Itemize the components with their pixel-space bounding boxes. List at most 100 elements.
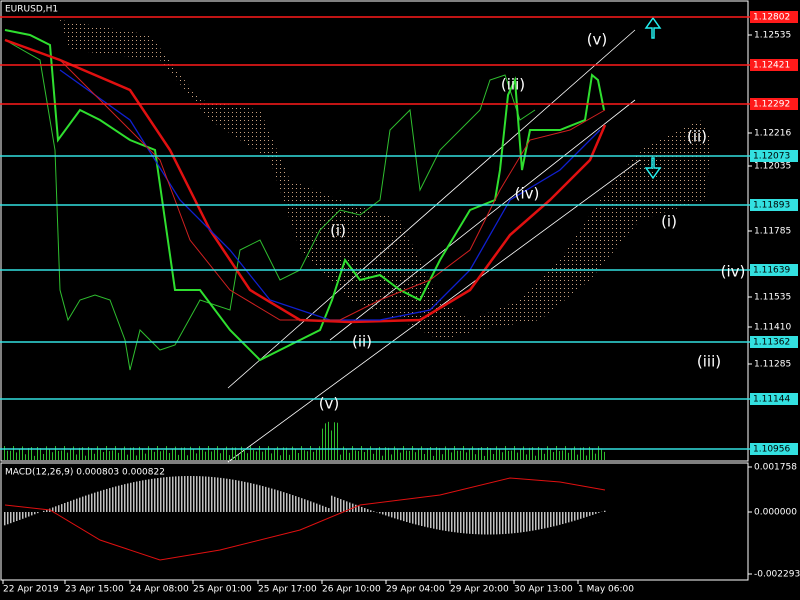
macd-bar [592, 512, 594, 515]
macd-bar [562, 512, 564, 525]
volume-bar [73, 446, 74, 460]
macd-bar [262, 486, 264, 512]
macd-bar [16, 512, 18, 521]
volume-bar [112, 450, 113, 460]
volume-bar [598, 446, 599, 460]
macd-bar [472, 512, 474, 535]
volume-bar [274, 448, 275, 460]
volume-bar [379, 446, 380, 460]
level-box [750, 199, 798, 211]
macd-bar [283, 492, 285, 512]
volume-bar [34, 455, 35, 460]
volume-bar [451, 452, 452, 460]
macd-bar [514, 512, 516, 534]
volume-bar [574, 446, 575, 460]
volume-bar [559, 451, 560, 460]
volume-bar [136, 455, 137, 460]
time-label: 1 May 06:00 [578, 585, 634, 595]
macd-bar [424, 512, 426, 527]
macd-bar [316, 503, 318, 512]
macd-bar [475, 512, 477, 535]
ichimoku-cloud [60, 20, 712, 340]
volume-bar [421, 446, 422, 460]
macd-bar [67, 501, 69, 512]
macd-bar [199, 476, 201, 512]
volume-bar [190, 446, 191, 460]
macd-bar [139, 480, 141, 512]
wave-label: (i) [661, 213, 677, 231]
macd-bar [460, 512, 462, 533]
volume-bar [580, 447, 581, 460]
volume-bar [223, 448, 224, 460]
volume-bar [259, 446, 260, 460]
macd-bar [532, 512, 534, 531]
macd-bar [346, 501, 348, 512]
volume-bar [109, 451, 110, 460]
volume-bar [79, 447, 80, 460]
volume-bar [160, 451, 161, 460]
volume-bar [490, 448, 491, 460]
macd-bar [76, 498, 78, 512]
macd-bar [214, 477, 216, 512]
volume-bar [193, 448, 194, 460]
volume-bar [328, 421, 329, 460]
macd-bar [250, 483, 252, 512]
volume-bar [94, 453, 95, 460]
macd-bar [505, 512, 507, 534]
level-label: 1.12802 [753, 13, 790, 23]
macd-bar [538, 512, 540, 530]
macd-bar [565, 512, 567, 524]
macd-bar [220, 477, 222, 512]
macd-bar [238, 480, 240, 512]
volume-bar [154, 451, 155, 460]
volume-bar [127, 454, 128, 460]
macd-bar [469, 512, 471, 534]
volume-bar [346, 448, 347, 460]
macd-bar [439, 512, 441, 530]
volume-bar [388, 447, 389, 460]
volume-bar [253, 450, 254, 460]
macd-bar [334, 496, 336, 512]
level-box [750, 59, 798, 71]
macd-bar [541, 512, 543, 529]
volume-bar [61, 450, 62, 460]
macd-bar [340, 499, 342, 512]
volume-bar [454, 446, 455, 460]
macd-bar [292, 495, 294, 512]
macd-bar [235, 480, 237, 512]
volume-bar [424, 454, 425, 460]
macd-bar [484, 512, 486, 535]
volume-bar [544, 453, 545, 460]
volume-bar [307, 451, 308, 460]
macd-bar [172, 476, 174, 512]
volume-bar [403, 446, 404, 460]
volume-bar [247, 453, 248, 460]
macd-bar [436, 512, 438, 530]
volume-bar [340, 454, 341, 460]
volume-bar [523, 446, 524, 460]
volume-bar [430, 446, 431, 460]
macd-bar [148, 479, 150, 512]
macd-bar [211, 476, 213, 512]
macd-bar [358, 505, 360, 512]
volume-bar [337, 422, 338, 460]
volume-bar [10, 450, 11, 460]
macd-bar [448, 512, 450, 532]
macd-bar [181, 476, 183, 512]
volume-bar [604, 451, 605, 460]
macd-bar [73, 499, 75, 512]
macd-bar [241, 481, 243, 512]
volume-bar [283, 447, 284, 460]
volume-bar [133, 447, 134, 460]
macd-bar [142, 480, 144, 512]
macd-bar [253, 483, 255, 512]
level-label: 1.12073 [753, 152, 790, 162]
macd-bar [259, 485, 261, 512]
macd-bar [61, 504, 63, 512]
volume-bar [91, 448, 92, 460]
volume-bar [163, 450, 164, 460]
macd-bar [43, 510, 45, 512]
volume-bar [115, 446, 116, 460]
level-label: 1.11639 [753, 266, 790, 276]
volume-bar [322, 428, 323, 460]
